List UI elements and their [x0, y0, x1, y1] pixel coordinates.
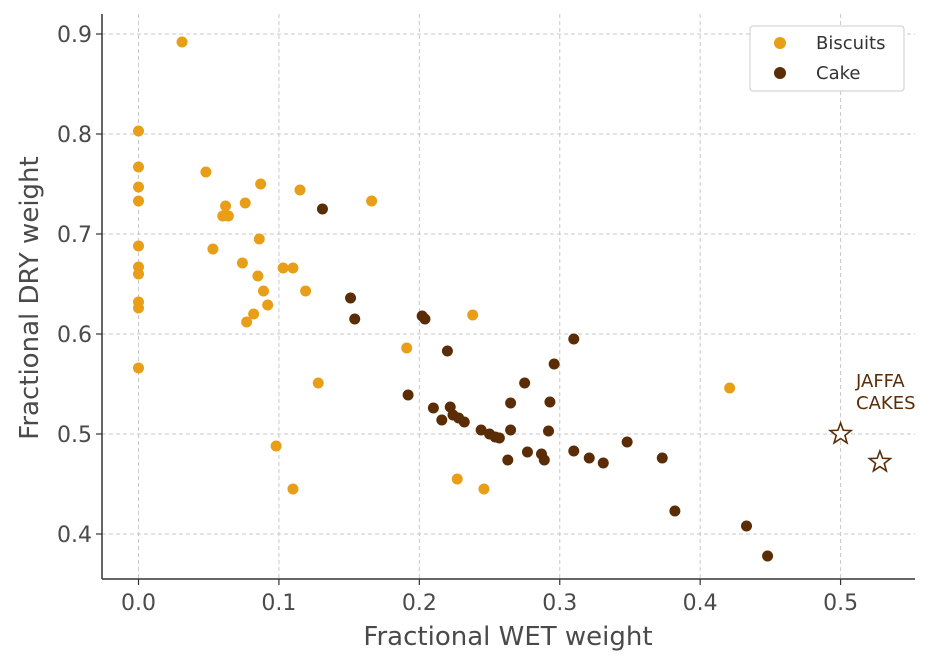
point-cake: [505, 424, 517, 436]
y-tick-label: 0.4: [57, 523, 92, 548]
point-cake: [583, 452, 595, 464]
point-biscuits: [133, 240, 145, 252]
point-cake: [597, 457, 609, 469]
point-biscuits: [451, 473, 463, 485]
legend-box: [749, 25, 905, 92]
point-biscuits: [133, 195, 145, 207]
legend-label-cake: Cake: [816, 63, 860, 84]
legend: Biscuits Cake: [749, 25, 905, 92]
point-biscuits: [133, 362, 145, 374]
point-cake: [349, 313, 361, 325]
point-biscuits: [133, 181, 145, 193]
point-cake: [441, 345, 453, 357]
point-cake: [538, 454, 550, 466]
point-biscuits: [366, 195, 378, 207]
x-tick-label: 0.5: [823, 591, 858, 616]
point-biscuits: [133, 302, 145, 314]
point-biscuits: [294, 184, 306, 196]
point-biscuits: [239, 197, 251, 209]
point-biscuits: [277, 262, 289, 274]
x-tick-label: 0.4: [683, 591, 718, 616]
point-cake: [505, 397, 517, 409]
y-tick-label: 0.8: [57, 123, 92, 148]
y-tick-label: 0.6: [57, 323, 92, 348]
point-cake: [502, 454, 514, 466]
point-biscuits: [257, 285, 269, 297]
point-biscuits: [236, 257, 248, 269]
point-cake: [475, 424, 487, 436]
point-cake: [519, 377, 531, 389]
point-biscuits: [287, 483, 299, 495]
x-tick-label: 0.3: [542, 591, 577, 616]
point-biscuits: [176, 36, 188, 48]
star-marker: [867, 448, 893, 473]
point-biscuits: [255, 178, 267, 190]
point-cake: [316, 203, 328, 215]
grid-layer: [102, 14, 915, 579]
annotation-jaffa-cakes: JAFFA CAKES: [855, 371, 915, 414]
point-biscuits: [241, 316, 253, 328]
point-biscuits: [287, 262, 299, 274]
point-biscuits: [262, 299, 274, 311]
point-biscuits: [248, 308, 260, 320]
ticks-layer: 0.0 0.1 0.2 0.3 0.4 0.5 0.4 0.5 0.6 0.7 0.8 0.9: [57, 23, 858, 616]
axes-layer: [101, 14, 915, 580]
point-biscuits: [312, 377, 324, 389]
point-cake: [669, 505, 681, 517]
point-biscuits: [200, 166, 212, 178]
point-biscuits: [401, 342, 413, 354]
y-tick-label: 0.5: [57, 423, 92, 448]
x-axis-label: Fractional WET weight: [363, 622, 652, 652]
point-cake: [543, 425, 555, 437]
point-cake: [493, 432, 505, 444]
x-tick-label: 0.1: [261, 591, 296, 616]
legend-marker-biscuits: [774, 37, 786, 49]
point-cake: [621, 436, 633, 448]
point-cake: [656, 452, 668, 464]
y-tick-label: 0.9: [57, 23, 92, 48]
point-cake: [345, 292, 357, 304]
point-cake: [544, 396, 556, 408]
point-cake: [521, 446, 533, 458]
point-biscuits: [133, 161, 145, 173]
point-cake: [436, 414, 448, 426]
point-biscuits: [222, 210, 234, 222]
annotation-line-1: JAFFA: [855, 371, 905, 392]
star-marker: [827, 420, 854, 445]
y-axis-label: Fractional DRY weight: [15, 156, 45, 439]
y-tick-label: 0.7: [57, 223, 92, 248]
point-biscuits: [220, 200, 232, 212]
point-biscuits: [207, 243, 219, 255]
point-biscuits: [467, 309, 479, 321]
x-tick-label: 0.0: [121, 591, 156, 616]
point-cake: [741, 520, 753, 532]
points-layer: [133, 36, 893, 562]
point-biscuits: [270, 440, 282, 452]
point-biscuits: [300, 285, 312, 297]
point-cake: [402, 389, 414, 401]
point-cake: [548, 358, 560, 370]
point-cake: [427, 402, 439, 414]
legend-label-biscuits: Biscuits: [816, 33, 885, 54]
x-tick-label: 0.2: [402, 591, 437, 616]
point-biscuits: [133, 125, 145, 137]
point-cake: [458, 416, 470, 428]
point-cake: [762, 550, 774, 562]
legend-marker-cake: [774, 67, 786, 79]
point-cake: [568, 445, 580, 457]
point-biscuits: [478, 483, 490, 495]
point-biscuits: [253, 233, 265, 245]
point-biscuits: [133, 268, 145, 280]
point-biscuits: [724, 382, 736, 394]
annotation-line-2: CAKES: [856, 393, 915, 414]
point-biscuits: [252, 270, 264, 282]
point-cake: [568, 333, 580, 345]
point-cake: [419, 313, 431, 325]
